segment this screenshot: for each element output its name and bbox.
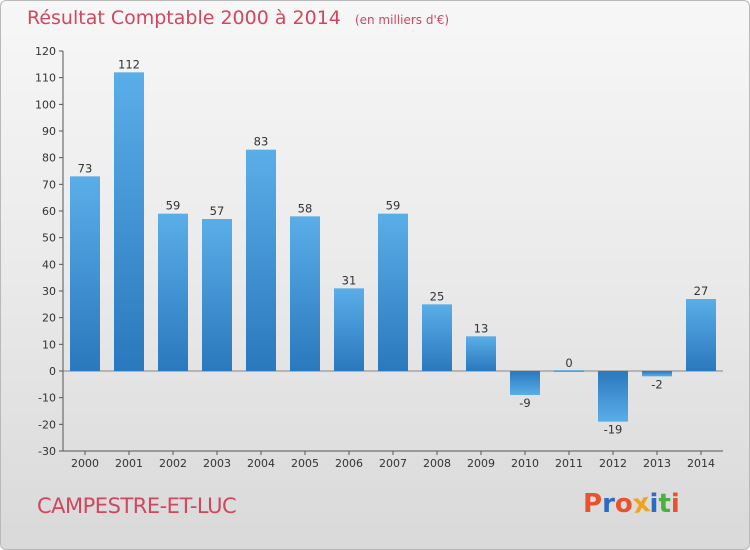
logo-letter: o bbox=[614, 489, 633, 519]
data-label-2005: 58 bbox=[298, 201, 313, 215]
x-tick-label-2013: 2013 bbox=[643, 457, 671, 470]
y-tick-label: 60 bbox=[42, 205, 56, 218]
data-label-2002: 59 bbox=[166, 199, 181, 213]
y-tick-label: 10 bbox=[42, 338, 56, 351]
bar-2008 bbox=[422, 304, 452, 371]
y-tick-label: 40 bbox=[42, 258, 56, 271]
town-name: CAMPESTRE-ET-LUC bbox=[37, 494, 237, 518]
logo-letter: P bbox=[583, 489, 603, 519]
y-tick-label: 50 bbox=[42, 232, 56, 245]
data-label-2013: -2 bbox=[651, 377, 662, 391]
data-label-2000: 73 bbox=[78, 161, 93, 175]
y-tick-label: 70 bbox=[42, 178, 56, 191]
bar-2013 bbox=[642, 371, 672, 377]
y-tick-label: 80 bbox=[42, 152, 56, 165]
x-tick-label-2002: 2002 bbox=[159, 457, 187, 470]
logo-letter: x bbox=[630, 487, 652, 521]
y-tick-label: -10 bbox=[38, 392, 56, 405]
x-tick-label-2006: 2006 bbox=[335, 457, 363, 470]
x-tick-label-2000: 2000 bbox=[71, 457, 99, 470]
chart-title-text: Résultat Comptable 2000 à 2014 bbox=[27, 7, 341, 29]
bar-2001 bbox=[114, 72, 144, 371]
bar-2006 bbox=[334, 288, 364, 371]
bar-2012 bbox=[598, 371, 628, 422]
logo-letter: t bbox=[658, 489, 671, 519]
x-tick-label-2011: 2011 bbox=[555, 457, 583, 470]
data-label-2006: 31 bbox=[342, 273, 357, 287]
chart-title: Résultat Comptable 2000 à 2014 (en milli… bbox=[27, 7, 449, 29]
bar-2003 bbox=[202, 219, 232, 371]
bar-2010 bbox=[510, 371, 540, 395]
x-tick-label-2003: 2003 bbox=[203, 457, 231, 470]
logo-letter: r bbox=[602, 489, 615, 519]
bar-2000 bbox=[70, 176, 100, 371]
bar-2014 bbox=[686, 299, 716, 371]
y-tick-label: 100 bbox=[35, 98, 56, 111]
bars bbox=[70, 72, 716, 422]
data-label-2008: 25 bbox=[430, 289, 445, 303]
bar-2005 bbox=[290, 216, 320, 371]
bar-2004 bbox=[246, 149, 276, 371]
y-tick-label: -20 bbox=[38, 418, 56, 431]
data-labels: 73 112 59 57 83 58 31 59 25 13 -9 0 -19 -2 27 bbox=[78, 57, 709, 436]
logo-letter: i bbox=[649, 489, 659, 519]
y-tick-label: 20 bbox=[42, 312, 56, 325]
data-label-2014: 27 bbox=[694, 284, 709, 298]
data-label-2012: -19 bbox=[604, 423, 623, 437]
data-label-2011: 0 bbox=[565, 356, 572, 370]
x-tick-label-2014: 2014 bbox=[687, 457, 715, 470]
x-tick-label-2005: 2005 bbox=[291, 457, 319, 470]
x-tick-label-2012: 2012 bbox=[599, 457, 627, 470]
bar-2009 bbox=[466, 336, 496, 371]
data-label-2001: 112 bbox=[118, 57, 140, 71]
bar-2011 bbox=[554, 370, 584, 372]
data-label-2007: 59 bbox=[386, 199, 401, 213]
y-tick-label: 30 bbox=[42, 285, 56, 298]
y-tick-label: 110 bbox=[35, 72, 56, 85]
data-label-2009: 13 bbox=[474, 321, 489, 335]
data-label-2004: 83 bbox=[254, 135, 269, 149]
y-tick-label: 90 bbox=[42, 125, 56, 138]
data-label-2010: -9 bbox=[519, 396, 530, 410]
x-tick-label-2004: 2004 bbox=[247, 457, 275, 470]
y-tick-label: -30 bbox=[38, 445, 56, 458]
y-tick-label: 0 bbox=[49, 365, 56, 378]
y-tick-label: 120 bbox=[35, 45, 56, 58]
x-tick-label-2001: 2001 bbox=[115, 457, 143, 470]
logo-letter: i bbox=[670, 489, 680, 519]
bar-2002 bbox=[158, 213, 188, 371]
x-tick-label-2008: 2008 bbox=[423, 457, 451, 470]
x-tick-label-2009: 2009 bbox=[467, 457, 495, 470]
axes: 1201101009080706050403020100-10-20-30200… bbox=[35, 45, 723, 470]
x-tick-label-2007: 2007 bbox=[379, 457, 407, 470]
data-label-2003: 57 bbox=[210, 204, 225, 218]
proxiti-logo[interactable]: Proxiti bbox=[583, 487, 680, 521]
x-tick-label-2010: 2010 bbox=[511, 457, 539, 470]
bar-2007 bbox=[378, 213, 408, 371]
chart-subtitle: (en milliers d'€) bbox=[354, 13, 450, 27]
